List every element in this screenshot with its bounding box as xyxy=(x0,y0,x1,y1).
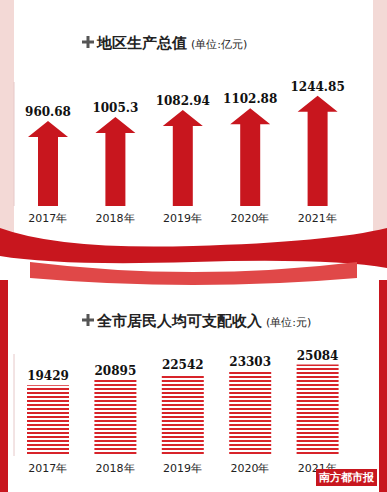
svg-text:960.68: 960.68 xyxy=(25,105,71,119)
svg-text:2018年: 2018年 xyxy=(96,462,135,475)
svg-text:1005.3: 1005.3 xyxy=(92,101,138,115)
svg-text:2021年: 2021年 xyxy=(298,212,337,225)
svg-text:2019年: 2019年 xyxy=(163,462,202,475)
svg-text:1082.94: 1082.94 xyxy=(156,94,210,108)
html-text:地区生产总值 (单位:亿元): 地区生产总值 (单位:亿元) xyxy=(97,34,248,52)
svg-text:2018年: 2018年 xyxy=(96,212,135,225)
svg-text:25084: 25084 xyxy=(297,349,339,363)
svg-text:2020年: 2020年 xyxy=(230,212,269,225)
html-text:南方都市报: 南方都市报 xyxy=(319,471,374,484)
svg-text:1244.85: 1244.85 xyxy=(290,80,344,94)
svg-text:22542: 22542 xyxy=(162,358,204,372)
svg-text:2019年: 2019年 xyxy=(163,212,202,225)
html-text:全市居民人均可支配收入 (单位:元): 全市居民人均可支配收入 (单位:元) xyxy=(97,312,312,330)
svg-text:20895: 20895 xyxy=(95,364,137,378)
svg-text:2017年: 2017年 xyxy=(28,212,67,225)
svg-text:23303: 23303 xyxy=(229,355,271,369)
svg-text:19429: 19429 xyxy=(27,369,69,383)
svg-text:2020年: 2020年 xyxy=(230,462,269,475)
svg-text:1102.88: 1102.88 xyxy=(223,92,277,106)
svg-text:2017年: 2017年 xyxy=(28,462,67,475)
